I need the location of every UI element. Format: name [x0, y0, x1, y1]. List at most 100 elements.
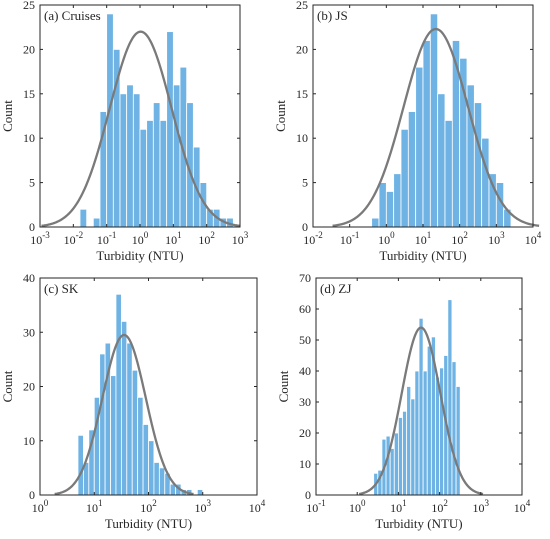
histogram-bar — [159, 120, 168, 228]
histogram-bar — [389, 448, 395, 496]
x-axis-label: Turbidity (NTU) — [379, 248, 466, 263]
panel-sk: (c) SK Count Turbidity (NTU) 0 10 20 30 40 10… — [0, 271, 266, 531]
y-axis-label: Count — [0, 100, 15, 132]
histogram-bar — [166, 31, 174, 228]
histogram-bar — [385, 191, 395, 228]
bars — [371, 13, 512, 228]
histogram-bar — [120, 320, 128, 496]
x-tick-label: 103 — [488, 230, 505, 247]
y-tick-label: 20 — [296, 42, 308, 56]
histogram-bar — [77, 434, 84, 496]
y-tick-label: 0 — [305, 488, 311, 502]
y-tick-label: 10 — [296, 131, 308, 145]
x-tick-label: 102 — [451, 230, 468, 247]
panel-cruises: (a) Cruises Count Turbidity (NTU) 0 5 10 15… — [0, 0, 249, 263]
y-tick-label: 25 — [23, 0, 35, 12]
histogram-bar — [142, 424, 149, 496]
y-tick-label: 30 — [299, 395, 311, 409]
histogram-bar — [110, 375, 117, 496]
y-tick-label: 20 — [23, 42, 35, 56]
y-tick-label: 0 — [302, 220, 308, 234]
bars — [79, 13, 234, 228]
x-tick-label: 10-1 — [97, 230, 117, 247]
y-tick-label: 40 — [23, 271, 35, 285]
histogram-bar — [400, 128, 409, 228]
x-tick-label: 10-2 — [303, 230, 323, 247]
panel-title: (d) ZJ — [320, 281, 351, 296]
histogram-bar — [422, 370, 428, 496]
histogram-bar — [152, 102, 161, 228]
panel-title: (b) JS — [317, 8, 348, 23]
histogram-bar — [126, 84, 134, 228]
x-tick-label: 101 — [390, 498, 407, 515]
histogram-bar — [385, 435, 391, 496]
x-tick-label: 10-3 — [30, 230, 50, 247]
x-tick-label: 101 — [165, 230, 182, 247]
panel-title: (c) SK — [44, 281, 79, 296]
histogram-bar — [447, 299, 453, 496]
histogram-bar — [429, 13, 439, 228]
histogram-bar — [172, 84, 181, 228]
y-axis-label: Count — [0, 370, 15, 402]
x-tick-label: 103 — [232, 230, 249, 247]
x-tick-label: 104 — [525, 230, 542, 247]
plot-frame — [315, 277, 523, 496]
x-tick-label: 103 — [195, 498, 212, 515]
histogram-bar — [393, 173, 402, 228]
x-axis-label: Turbidity (NTU) — [375, 516, 462, 531]
histogram-bar — [92, 217, 101, 228]
x-tick-label: 100 — [349, 498, 366, 515]
histogram-bar — [406, 386, 412, 496]
histogram-bar — [115, 293, 122, 496]
y-tick-label: 60 — [299, 302, 311, 316]
fit-curve — [41, 30, 241, 227]
histogram-bar — [196, 489, 204, 496]
histogram-bar — [437, 93, 446, 228]
y-tick-label: 70 — [299, 271, 311, 285]
histogram-bar — [473, 102, 483, 228]
x-tick-label: 102 — [198, 230, 215, 247]
histogram-bar — [137, 396, 144, 496]
histogram-bar — [455, 386, 461, 496]
x-tick-label: 100 — [378, 230, 395, 247]
x-tick-label: 102 — [431, 498, 448, 515]
fit-curve — [54, 333, 194, 496]
bars — [77, 293, 204, 496]
bars — [373, 299, 461, 496]
x-axis-label: Turbidity (NTU) — [105, 516, 192, 531]
histogram-bar — [451, 40, 461, 228]
x-tick-label: 10-1 — [306, 498, 326, 515]
y-tick-label: 5 — [29, 176, 35, 190]
y-tick-label: 0 — [29, 220, 35, 234]
histogram-bar — [407, 111, 417, 228]
histogram-bar — [148, 440, 155, 496]
histogram-bar — [422, 40, 431, 228]
y-tick-label: 0 — [29, 488, 35, 502]
y-tick-label: 10 — [299, 457, 311, 471]
histogram-bar — [378, 182, 387, 228]
histogram-bar — [402, 410, 408, 496]
x-tick-label: 101 — [86, 498, 103, 515]
histogram-bar — [481, 137, 490, 228]
histogram-bar — [418, 317, 424, 496]
y-tick-label: 40 — [299, 364, 311, 378]
y-tick-label: 5 — [302, 176, 308, 190]
panel-title: (a) Cruises — [44, 8, 101, 23]
histogram-bar — [131, 369, 139, 496]
histogram-bar — [158, 467, 166, 496]
y-tick-label: 20 — [299, 426, 311, 440]
fit-curve — [358, 326, 484, 496]
y-axis-label: Count — [273, 100, 288, 132]
x-axis-label: Turbidity (NTU) — [96, 248, 183, 263]
x-tick-label: 10-2 — [64, 230, 84, 247]
histogram-bar — [146, 120, 154, 228]
x-tick-label: 104 — [249, 498, 266, 515]
histogram-bar — [371, 217, 380, 228]
y-tick-label: 50 — [299, 333, 311, 347]
histogram-bar — [132, 93, 141, 228]
histogram-bar — [393, 432, 399, 496]
y-axis-label: Count — [276, 370, 291, 402]
histogram-bar — [139, 128, 148, 228]
x-tick-label: 100 — [132, 230, 149, 247]
